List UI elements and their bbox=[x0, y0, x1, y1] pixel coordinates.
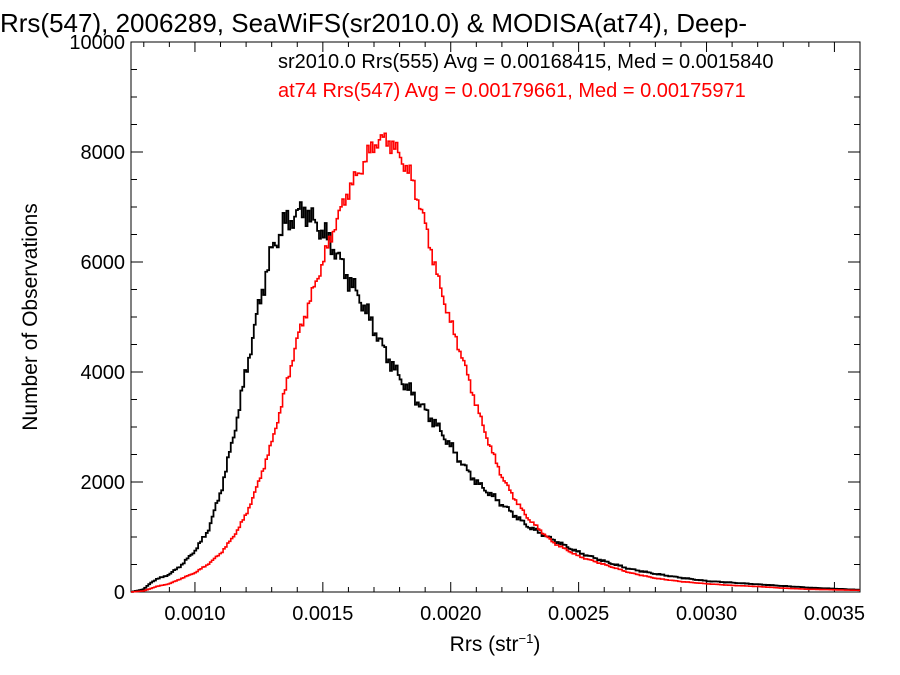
plot-frame bbox=[130, 41, 861, 593]
y-tick-label: 0 bbox=[114, 582, 125, 604]
y-tick-label: 4000 bbox=[81, 362, 126, 384]
x-tick-label: 0.0030 bbox=[676, 603, 737, 625]
series-line-1 bbox=[131, 132, 860, 593]
x-axis-label-sup: −1 bbox=[519, 631, 534, 646]
y-tick-label: 10000 bbox=[69, 32, 125, 54]
chart-title: Rrs(547), 2006289, SeaWiFS(sr2010.0) & M… bbox=[0, 8, 747, 38]
legend-entry-black: sr2010.0 Rrs(555) Avg = 0.00168415, Med … bbox=[278, 51, 774, 73]
x-axis-label-text: Rrs (str bbox=[450, 633, 519, 656]
series-line-0 bbox=[131, 201, 860, 593]
axis-ticks: 0.0010 0.0015 0.0020 0.0025 0.0030 0.0035 0 200… bbox=[69, 32, 865, 625]
y-axis-label: Number of Observations bbox=[19, 203, 42, 431]
y-tick-label: 2000 bbox=[81, 472, 126, 494]
x-axis-label: Rrs (str−1) bbox=[450, 631, 541, 656]
x-axis-label-end: ) bbox=[533, 633, 540, 656]
x-tick-label: 0.0010 bbox=[164, 603, 225, 625]
y-tick-label: 8000 bbox=[81, 142, 126, 164]
x-tick-label: 0.0025 bbox=[548, 603, 609, 625]
x-tick-label: 0.0020 bbox=[420, 603, 481, 625]
x-tick-label: 0.0015 bbox=[292, 603, 353, 625]
x-tick-label: 0.0035 bbox=[804, 603, 865, 625]
series-layer bbox=[131, 132, 860, 593]
legend-entry-red: at74 Rrs(547) Avg = 0.00179661, Med = 0.… bbox=[278, 80, 746, 102]
y-tick-label: 6000 bbox=[81, 252, 126, 274]
